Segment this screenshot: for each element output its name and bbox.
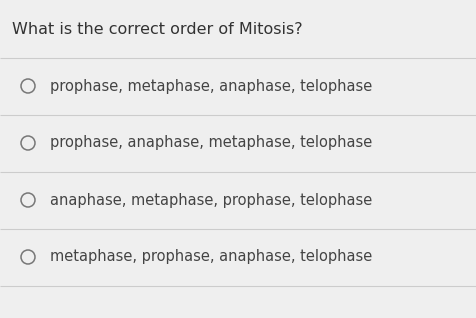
Text: What is the correct order of Mitosis?: What is the correct order of Mitosis? — [12, 22, 302, 37]
Text: prophase, metaphase, anaphase, telophase: prophase, metaphase, anaphase, telophase — [50, 79, 371, 93]
Text: anaphase, metaphase, prophase, telophase: anaphase, metaphase, prophase, telophase — [50, 192, 371, 208]
Text: metaphase, prophase, anaphase, telophase: metaphase, prophase, anaphase, telophase — [50, 250, 371, 265]
Text: prophase, anaphase, metaphase, telophase: prophase, anaphase, metaphase, telophase — [50, 135, 371, 150]
